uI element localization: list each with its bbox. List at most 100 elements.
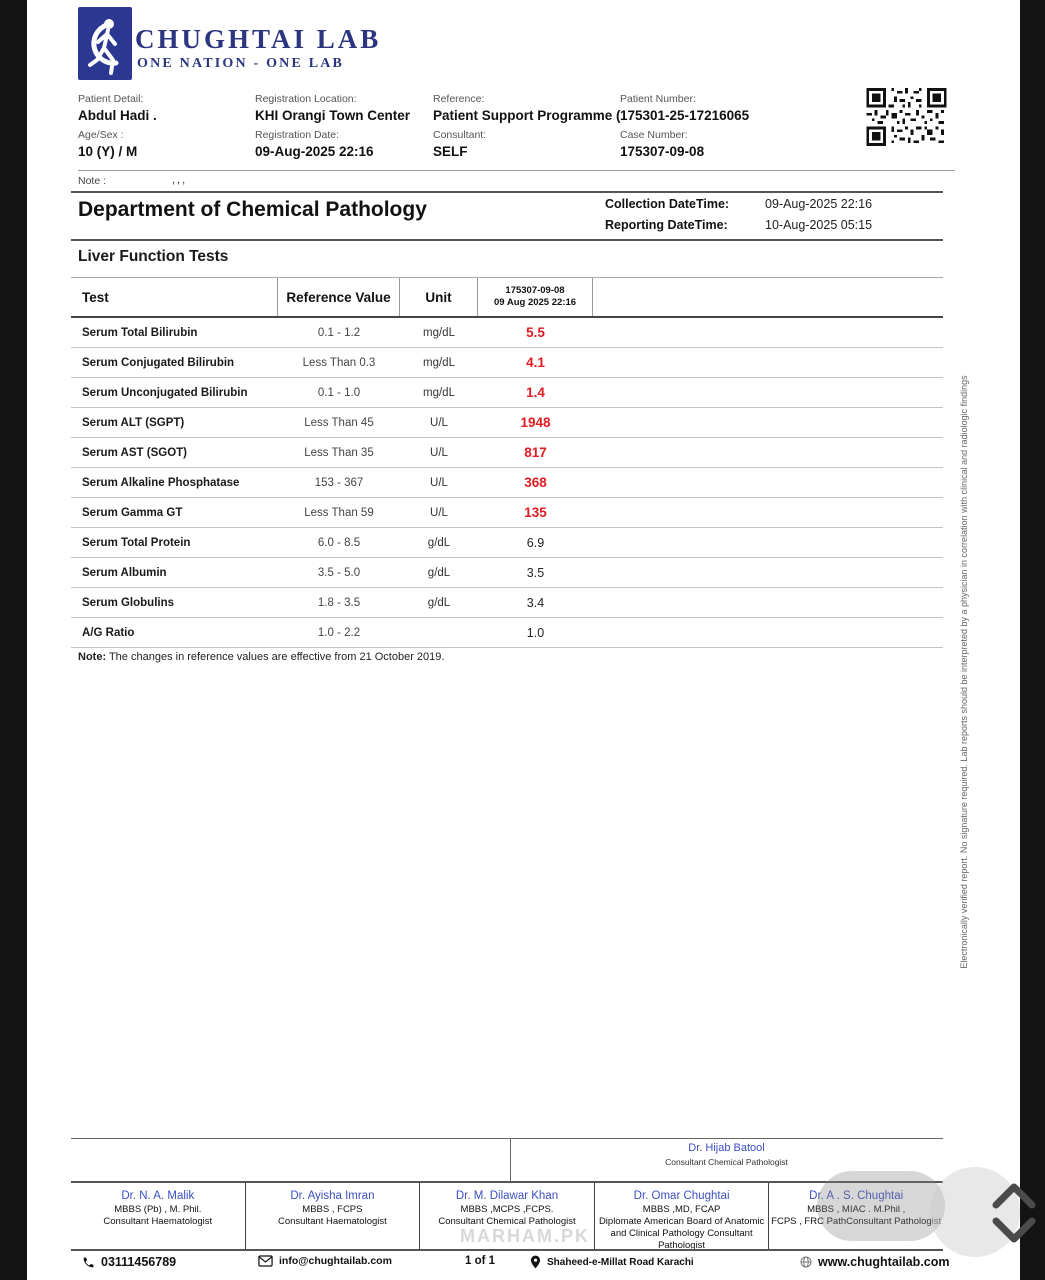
phone-icon: [83, 1257, 94, 1267]
patient-number-label: Patient Number:: [620, 93, 696, 105]
test-name: Serum Alkaline Phosphatase: [82, 476, 240, 489]
divider: [71, 1181, 943, 1183]
age-sex-label: Age/Sex :: [78, 129, 124, 141]
divider: [71, 239, 943, 241]
note-label: Note :: [78, 175, 107, 187]
website-contact[interactable]: www.chughtailab.com: [800, 1255, 950, 1269]
table-row: Serum Gamma GT Less Than 59 U/L 135: [71, 498, 943, 528]
qr-code: [865, 88, 948, 146]
reference-value: 1.0 - 2.2: [317, 626, 361, 639]
verifier-signature: Dr. Hijab Batool Consultant Chemical Pat…: [510, 1142, 943, 1167]
reporting-datetime-value: 10-Aug-2025 05:15: [765, 218, 873, 232]
mail-icon: [258, 1255, 273, 1267]
case-number-label: Case Number:: [620, 129, 688, 141]
gray-stamp-overlay: [817, 1171, 945, 1241]
page-indicator: 1 of 1: [465, 1255, 495, 1267]
result-value: 368: [524, 475, 547, 490]
doctor-signature: Dr. N. A. Malik MBBS (Pb) , M. Phil. Consu…: [71, 1183, 246, 1249]
unit: mg/dL: [423, 356, 455, 369]
divider: [510, 1138, 511, 1181]
result-value: 1.4: [526, 385, 545, 400]
doctor-name: Dr. M. Dilawar Khan: [455, 1190, 559, 1202]
doctor-detail: Consultant Chemical Pathologist: [438, 1216, 576, 1227]
result-value: 1948: [520, 415, 551, 430]
divider: [71, 1249, 943, 1251]
unit: U/L: [430, 446, 448, 459]
vertical-disclaimer: Electronically verified report. No signa…: [959, 375, 969, 969]
table-row: Serum Alkaline Phosphatase 153 - 367 U/L 36…: [71, 468, 943, 498]
result-value: 3.5: [526, 565, 545, 580]
doctor-detail: FCPS , FRC PathConsultant Pathologist: [771, 1216, 942, 1227]
lft-table-body: Serum Total Bilirubin 0.1 - 1.2 mg/dL 5.5 Se…: [71, 318, 943, 648]
doctor-name: Dr. Ayisha Imran: [290, 1190, 375, 1202]
test-name: Serum AST (SGOT): [82, 446, 187, 459]
result-value: 135: [524, 505, 547, 520]
header-result-datetime: 09 Aug 2025 22:16: [493, 297, 577, 308]
department-title: Department of Chemical Pathology: [78, 198, 427, 221]
unit: U/L: [430, 416, 448, 429]
brand-tagline: ONE NATION - ONE LAB: [137, 56, 345, 71]
doctor-detail: MBBS , MIAC . M.Phil ,: [807, 1204, 906, 1215]
email-address[interactable]: info@chughtailab.com: [279, 1255, 392, 1267]
doctor-signature: Dr. M. Dilawar Khan MBBS ,MCPS ,FCPS. Cons…: [420, 1183, 595, 1249]
verifier-name: Dr. Hijab Batool: [688, 1142, 765, 1154]
table-row: Serum AST (SGOT) Less Than 35 U/L 817: [71, 438, 943, 468]
result-value: 6.9: [526, 535, 545, 550]
registration-date-value: 09-Aug-2025 22:16: [255, 144, 374, 159]
doctor-detail: MBBS ,MCPS ,FCPS.: [460, 1204, 554, 1215]
table-row: Serum Conjugated Bilirubin Less Than 0.3 m…: [71, 348, 943, 378]
doctor-detail: Consultant Haematologist: [103, 1216, 213, 1227]
reference-value: Less Than 0.3: [302, 356, 376, 369]
collection-datetime-label: Collection DateTime:: [605, 197, 730, 211]
header-reference: Reference Value: [278, 278, 400, 316]
note-dots: ,,,: [172, 174, 188, 186]
result-value: 817: [524, 445, 547, 460]
verifier-role: Consultant Chemical Pathologist: [665, 1157, 788, 1167]
location-pin-icon: [530, 1255, 541, 1269]
doctor-detail: and Clinical Pathology Consultant: [610, 1228, 753, 1239]
table-row: Serum Total Protein 6.0 - 8.5 g/dL 6.9: [71, 528, 943, 558]
results-table: Test Reference Value Unit 175307-09-08 0…: [71, 277, 943, 648]
table-row: Serum Unconjugated Bilirubin 0.1 - 1.0 mg/…: [71, 378, 943, 408]
header-result-column: 175307-09-08 09 Aug 2025 22:16: [478, 278, 593, 316]
result-value: 3.4: [526, 595, 545, 610]
header-unit: Unit: [400, 278, 478, 316]
case-number-value: 175307-09-08: [620, 144, 705, 159]
reference-value: Less Than 45: [304, 416, 374, 429]
reference-value: 6.0 - 8.5: [317, 536, 361, 549]
doctors-row: Dr. N. A. Malik MBBS (Pb) , M. Phil. Consu…: [71, 1183, 943, 1251]
header-result-case: 175307-09-08: [505, 285, 565, 296]
registration-block: Registration Location: KHI Orangi Town C…: [255, 93, 410, 159]
consultant-label: Consultant:: [433, 129, 487, 141]
doctor-detail: Diplomate American Board of Anatomic: [598, 1216, 765, 1227]
website-url[interactable]: www.chughtailab.com: [818, 1255, 950, 1269]
table-note-text: The changes in reference values are effe…: [106, 651, 445, 663]
email-contact[interactable]: info@chughtailab.com: [258, 1255, 392, 1267]
table-row: Serum ALT (SGPT) Less Than 45 U/L 1948: [71, 408, 943, 438]
reference-value: 1.8 - 3.5: [317, 596, 361, 609]
table-row: Serum Albumin 3.5 - 5.0 g/dL 3.5: [71, 558, 943, 588]
scroll-button[interactable]: [930, 1167, 1020, 1257]
reference-value: 153 - 367: [314, 476, 364, 489]
reference-value: 0.1 - 1.2: [317, 326, 361, 339]
reference-value: Less Than 59: [304, 506, 374, 519]
divider: [78, 170, 955, 171]
registration-date-label: Registration Date:: [255, 129, 340, 141]
patient-detail-block: Patient Detail: Abdul Hadi . Age/Sex : 1…: [78, 93, 157, 159]
reporting-datetime-label: Reporting DateTime:: [605, 218, 728, 232]
result-value: 1.0: [526, 625, 545, 640]
unit: mg/dL: [423, 326, 455, 339]
unit: U/L: [430, 506, 448, 519]
divider: [71, 1138, 943, 1139]
table-row: A/G Ratio 1.0 - 2.2 1.0: [71, 618, 943, 648]
doctor-signature: Dr. Ayisha Imran MBBS , FCPS Consultant Ha…: [246, 1183, 421, 1249]
address-text: Shaheed-e-Millat Road Karachi: [547, 1256, 694, 1268]
registration-location-value: KHI Orangi Town Center: [255, 108, 411, 123]
doctor-name: Dr. A . S. Chughtai: [809, 1190, 904, 1202]
divider: [71, 191, 943, 193]
globe-icon: [800, 1256, 812, 1268]
doctor-detail: Pathologist: [658, 1240, 706, 1251]
doctor-detail: MBBS , FCPS: [302, 1204, 363, 1215]
chevron-up-down-icon[interactable]: [988, 1177, 1040, 1249]
